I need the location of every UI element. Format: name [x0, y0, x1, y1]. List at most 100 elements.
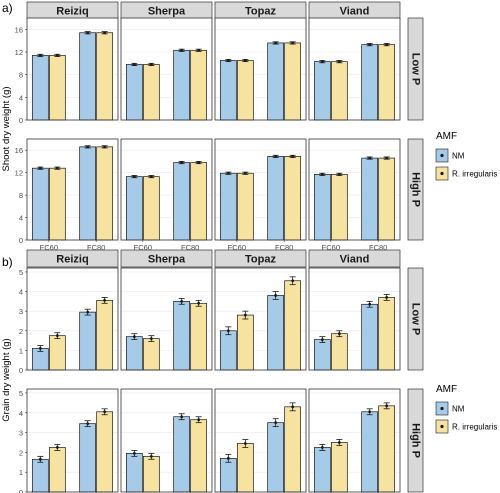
y-tick-label: 16 [15, 25, 23, 34]
mean-point [337, 60, 341, 64]
mean-point [103, 298, 107, 302]
x-tick-label: FC60 [40, 243, 58, 252]
x-tick-label: FC60 [134, 243, 152, 252]
facet-strip [120, 249, 213, 268]
bar-r-irregularis [284, 406, 302, 493]
bar-nm [313, 174, 331, 241]
bar-nm [31, 55, 49, 121]
x-tick-label: FC60 [322, 243, 340, 252]
bar-r-irregularis [378, 44, 396, 121]
legend-point [440, 406, 444, 411]
mean-point [320, 172, 324, 176]
facet-label-sherpa: Sherpa [148, 6, 186, 18]
mean-point [274, 41, 278, 45]
y-tick-label: 8 [19, 71, 23, 80]
mean-point [180, 161, 184, 164]
mean-point [103, 410, 107, 414]
bar-nm [125, 453, 143, 493]
mean-point [132, 451, 136, 455]
mean-point [337, 332, 341, 336]
mean-point [132, 63, 136, 66]
panel-border [308, 388, 401, 493]
mean-point [197, 161, 201, 164]
bar-nm [79, 146, 97, 241]
mean-point [385, 296, 389, 299]
mean-point [197, 301, 201, 305]
mean-point [132, 335, 136, 339]
legend-point [440, 153, 444, 158]
legend-label: R. irregularis [452, 170, 497, 179]
bar-r-irregularis [236, 172, 254, 241]
facet-row-label: High P [410, 423, 422, 458]
bar-r-irregularis [190, 162, 208, 241]
panel-border [120, 388, 213, 493]
mean-point [149, 454, 153, 458]
mean-point [86, 31, 90, 35]
y-tick-label: 4 [19, 93, 23, 102]
facet-strip [407, 388, 424, 493]
panel-border [26, 388, 119, 493]
bar-nm [361, 303, 379, 371]
bar-nm [313, 61, 331, 121]
bar-nm [31, 167, 49, 241]
mean-point [243, 59, 247, 62]
bar-r-irregularis [330, 174, 348, 241]
mean-point [149, 63, 153, 66]
y-tick-label: 0 [19, 236, 23, 245]
mean-point [385, 404, 389, 408]
y-tick-label: 3 [19, 307, 23, 316]
bar-r-irregularis [48, 447, 66, 493]
legend-point [440, 171, 444, 176]
mean-point [368, 156, 372, 160]
y-tick-label: 1 [19, 346, 23, 355]
bar-nm [267, 156, 285, 241]
bar-r-irregularis [142, 176, 160, 241]
mean-point [368, 43, 372, 47]
mean-point [226, 456, 230, 460]
bar-nm [313, 447, 331, 493]
bar-nm [173, 162, 191, 241]
y-tick-label: 4 [19, 214, 23, 223]
legend-label: NM [452, 405, 465, 414]
panel-border [120, 267, 213, 371]
bar-nm [267, 42, 285, 121]
mean-point [38, 166, 42, 170]
panel-label: a) [2, 1, 13, 15]
legend-title: AMF [436, 131, 457, 142]
mean-point [55, 446, 59, 449]
facet-row-label: Low P [410, 53, 422, 85]
mean-point [149, 175, 153, 178]
facet-strip [407, 138, 424, 241]
bar-r-irregularis [330, 442, 348, 493]
mean-point [274, 421, 278, 425]
bar-r-irregularis [48, 55, 66, 121]
bar-r-irregularis [96, 146, 114, 241]
mean-point [180, 415, 184, 419]
mean-point [368, 410, 372, 414]
legend-label: R. irregularis [452, 423, 497, 432]
panel-label: b) [2, 255, 13, 269]
bar-nm [173, 416, 191, 493]
bar-r-irregularis [284, 42, 302, 121]
y-tick-label: 2 [19, 327, 23, 336]
bar-r-irregularis [284, 280, 302, 371]
x-tick-label: FC80 [369, 243, 387, 252]
facet-strip [407, 267, 424, 371]
panel-border [308, 138, 401, 241]
x-tick-label: FC80 [275, 243, 293, 252]
bar-r-irregularis [378, 405, 396, 493]
mean-point [197, 48, 201, 52]
bar-nm [125, 176, 143, 241]
mean-point [180, 48, 184, 52]
mean-point [103, 31, 107, 35]
bar-nm [219, 457, 237, 493]
bar-r-irregularis [190, 302, 208, 371]
bar-r-irregularis [48, 167, 66, 241]
chart-shoot: a) Reiziq Sherpa Topaz Viand Low P 0 4 8 12 16 High… [1, 1, 497, 252]
y-tick-label: 3 [19, 429, 23, 438]
mean-point [320, 60, 324, 64]
y-axis-title: Shoot dry weight (g) [1, 86, 12, 171]
bar-r-irregularis [378, 157, 396, 241]
mean-point [291, 279, 295, 283]
x-tick-label: FC80 [181, 243, 199, 252]
